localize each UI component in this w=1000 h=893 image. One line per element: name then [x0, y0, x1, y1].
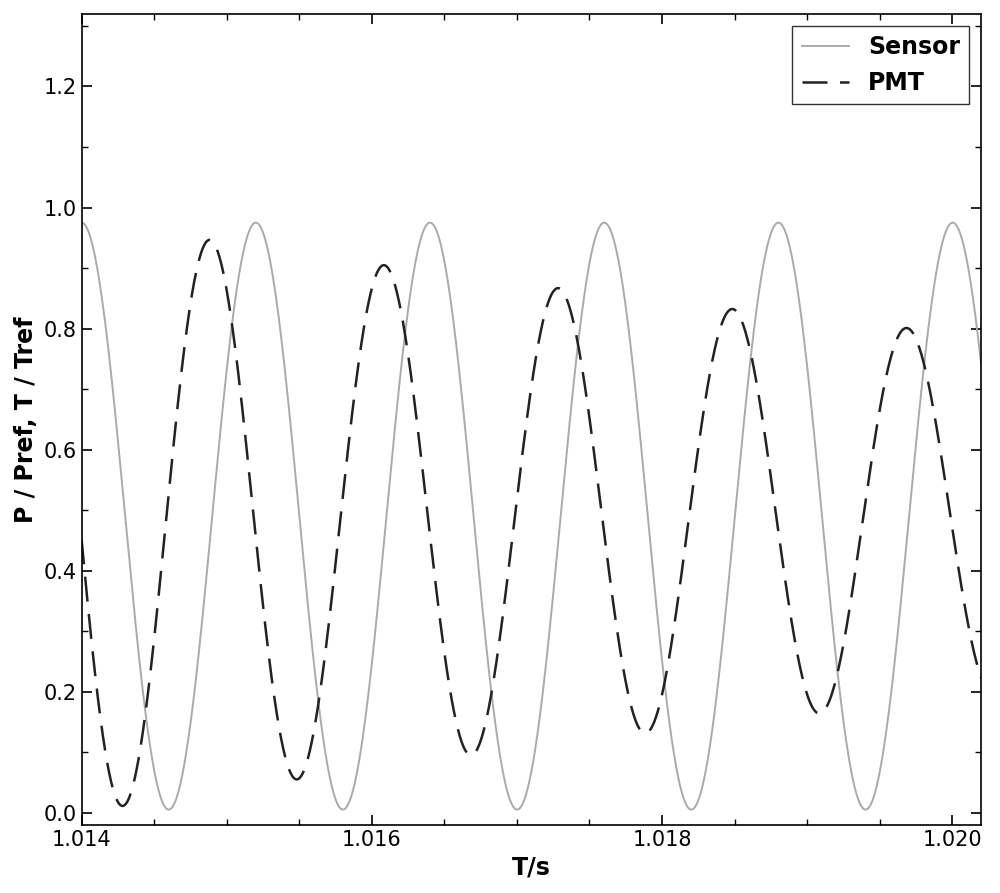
Sensor [76, 217, 88, 228]
PMT [501, 575, 513, 586]
Sensor [947, 217, 959, 228]
Legend: Sensor, PMT: Sensor, PMT [792, 26, 969, 104]
Sensor [653, 628, 665, 638]
X-axis label: T/s: T/s [512, 855, 551, 879]
Sensor [620, 302, 632, 313]
Sensor [337, 805, 349, 815]
PMT [76, 534, 88, 545]
Sensor [975, 361, 987, 371]
Y-axis label: P / Pref, T / Tref: P / Pref, T / Tref [14, 316, 38, 522]
Sensor [720, 605, 732, 615]
PMT [917, 355, 929, 366]
Line: Sensor: Sensor [82, 222, 981, 810]
PMT [116, 801, 128, 812]
Sensor [300, 579, 312, 589]
PMT [720, 309, 732, 320]
PMT [975, 672, 987, 683]
PMT [300, 760, 312, 771]
PMT [653, 701, 665, 712]
Sensor [501, 786, 513, 797]
PMT [204, 235, 216, 246]
PMT [620, 677, 632, 688]
Sensor [917, 370, 929, 380]
Line: PMT: PMT [82, 240, 981, 806]
